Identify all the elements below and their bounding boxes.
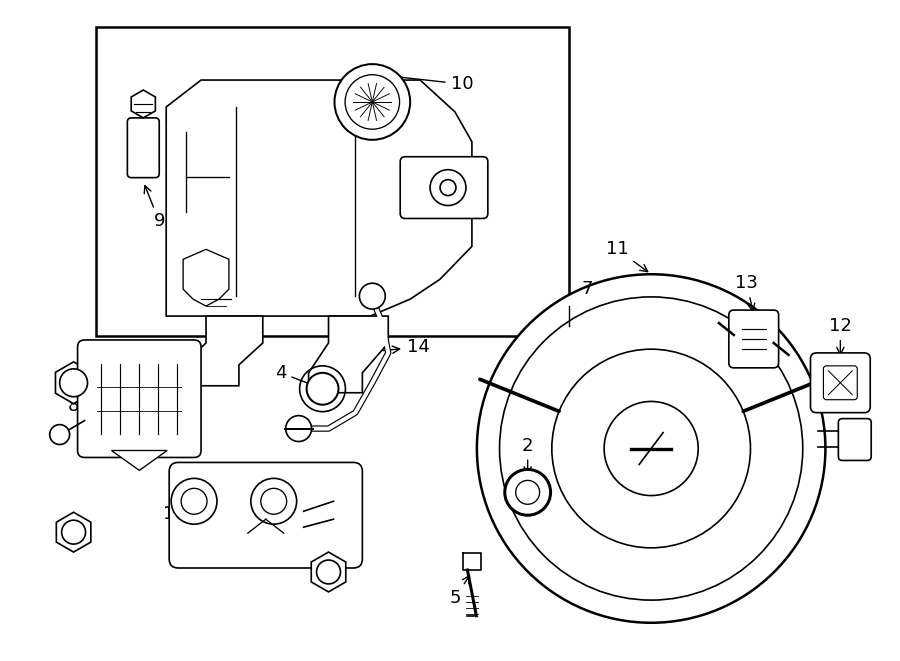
- Polygon shape: [183, 249, 229, 306]
- Text: 6: 6: [68, 521, 79, 551]
- Polygon shape: [309, 316, 388, 393]
- Text: 4: 4: [275, 364, 319, 388]
- Circle shape: [335, 64, 410, 140]
- Circle shape: [181, 488, 207, 514]
- Circle shape: [552, 349, 751, 548]
- FancyBboxPatch shape: [77, 340, 201, 457]
- Polygon shape: [183, 316, 263, 386]
- Polygon shape: [56, 362, 92, 404]
- Text: 14: 14: [383, 338, 429, 356]
- Circle shape: [307, 373, 338, 405]
- Polygon shape: [311, 552, 346, 592]
- FancyBboxPatch shape: [839, 418, 871, 461]
- Text: 8: 8: [68, 371, 79, 414]
- Circle shape: [285, 416, 311, 442]
- Text: 9: 9: [144, 186, 165, 231]
- Circle shape: [500, 297, 803, 600]
- Circle shape: [516, 481, 540, 504]
- Circle shape: [345, 75, 400, 129]
- FancyBboxPatch shape: [400, 157, 488, 219]
- Circle shape: [477, 274, 825, 623]
- Text: 3: 3: [104, 390, 148, 408]
- Text: 6: 6: [323, 561, 334, 591]
- Text: 1: 1: [164, 505, 202, 524]
- Text: 5: 5: [449, 576, 470, 607]
- FancyBboxPatch shape: [729, 310, 778, 368]
- Circle shape: [505, 469, 551, 515]
- Circle shape: [261, 488, 287, 514]
- Circle shape: [440, 180, 456, 196]
- Circle shape: [604, 401, 698, 496]
- Text: 2: 2: [522, 436, 534, 474]
- Polygon shape: [112, 451, 167, 471]
- Polygon shape: [166, 80, 472, 316]
- FancyBboxPatch shape: [169, 463, 363, 568]
- Text: 10: 10: [376, 72, 473, 93]
- Circle shape: [359, 283, 385, 309]
- Circle shape: [430, 170, 466, 206]
- Polygon shape: [57, 512, 91, 552]
- Text: 7: 7: [581, 280, 593, 298]
- Circle shape: [171, 479, 217, 524]
- Circle shape: [61, 520, 86, 544]
- Bar: [96, 27, 570, 336]
- Text: 13: 13: [735, 274, 758, 311]
- Circle shape: [50, 424, 69, 444]
- Circle shape: [317, 560, 340, 584]
- Text: 12: 12: [829, 317, 851, 354]
- Circle shape: [59, 369, 87, 397]
- FancyBboxPatch shape: [824, 366, 858, 400]
- Text: 11: 11: [606, 241, 648, 272]
- FancyBboxPatch shape: [811, 353, 870, 412]
- Circle shape: [251, 479, 297, 524]
- Polygon shape: [131, 90, 156, 118]
- FancyBboxPatch shape: [128, 118, 159, 178]
